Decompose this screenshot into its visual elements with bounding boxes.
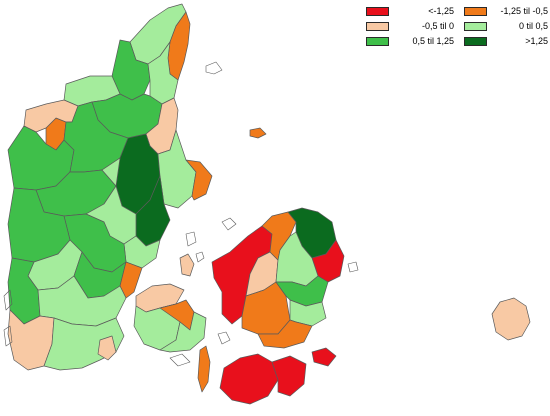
legend-swatch [366,37,389,46]
islet-romo [3,325,13,347]
legend-label: 0,5 til 1,25 [412,36,454,46]
islet-tuno [195,251,205,263]
legend-label: >1,25 [525,36,548,46]
legend-label: -1,25 til -0,5 [500,6,548,16]
legend-label: <-1,25 [428,6,454,16]
legend-swatch [366,7,389,16]
region-langeland [197,345,211,393]
islet-endelave [185,231,197,247]
legend-label: -0,5 til 0 [421,21,454,31]
legend-swatch [464,7,487,16]
legend-item-minus-0-5-to-0: -0,5 til 0 [366,21,454,32]
islet-laeso [205,61,223,75]
legend-item-lt-minus-1-25: <-1,25 [366,6,454,17]
legend-item-0-to-0-5: 0 til 0,5 [464,21,548,32]
islet-omo [217,331,231,345]
islet-fano [3,289,13,311]
legend-item-0-5-to-1-25: 0,5 til 1,25 [366,36,454,47]
region-north-jutland-center [147,41,179,105]
region-zealand-south [241,281,291,335]
region-naestved [257,319,313,349]
legend-item-gt-1-25: >1,25 [464,36,548,47]
region-mon [311,347,337,367]
region-samso [179,253,195,277]
region-bornholm [491,297,531,341]
region-lolland [219,353,279,405]
legend-swatch [366,22,389,31]
legend-item-minus-1-25-to-minus-0-5: -1,25 til -0,5 [464,6,548,17]
region-koge [275,275,329,307]
region-als [97,335,117,361]
islet-sejero [221,217,237,231]
map-legend: <-1,25 -1,25 til -0,5 -0,5 til 0 0 til 0… [366,6,548,48]
region-anholt [249,127,267,139]
legend-swatch [464,37,487,46]
region-falster [271,355,307,397]
legend-label: 0 til 0,5 [518,21,548,31]
region-djursland-east [185,159,213,201]
islet-aero [169,353,191,367]
islet-saltholm [347,261,359,273]
legend-swatch [464,22,487,31]
region-funen-south [159,311,207,353]
